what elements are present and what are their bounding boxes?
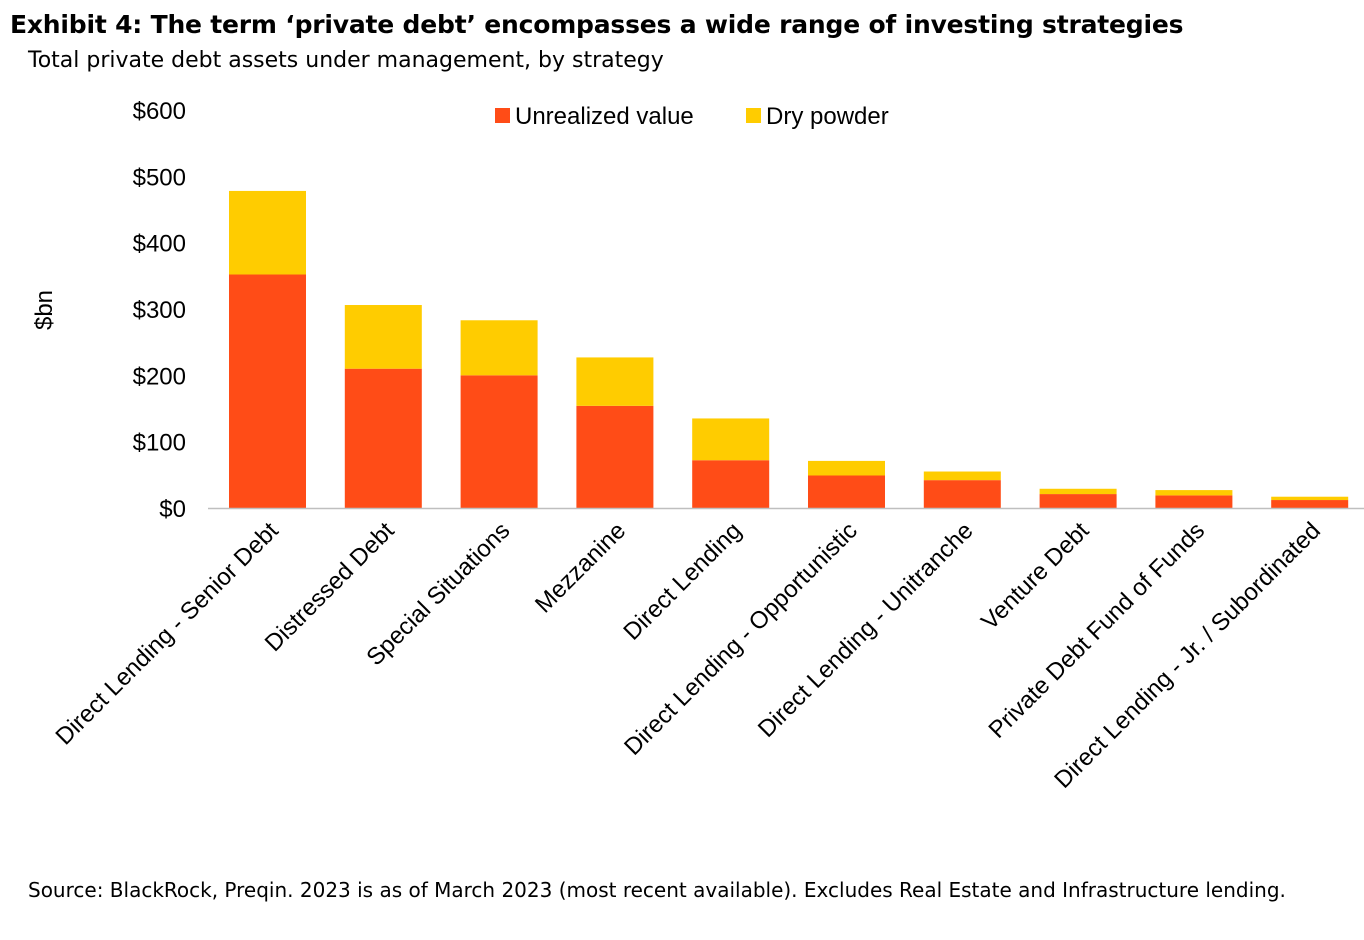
stacked-bar-chart: $0 $100 $200 $300 $400 $500 $600 $bn Direct Le… [31,98,1364,794]
bar-dry-powder [460,320,538,376]
bar-dry-powder [1039,488,1117,495]
legend: Unrealized value Dry powder [495,103,889,130]
bar-unrealized [1039,494,1117,508]
y-tick-label: $200 [133,363,186,390]
chart-subtitle: Total private debt assets under manageme… [28,48,664,73]
bar-dry-powder [1271,496,1349,501]
bar-dry-powder [229,190,306,275]
bar-dry-powder [923,471,1001,481]
x-tick-label: Private Debt Fund of Funds [984,517,1211,744]
y-axis-label: $bn [31,290,58,330]
bar-dry-powder [692,418,770,461]
x-tick-label: Direct Lending - Opportunistic [619,517,863,761]
y-tick-label: $600 [133,98,186,125]
bar-dry-powder [344,305,422,369]
x-tick-label: Direct Lending [618,517,747,646]
y-tick-label: $0 [159,496,186,523]
bar-unrealized [808,475,885,508]
bar-dry-powder [576,357,654,406]
y-tick-label: $300 [133,297,186,324]
bar-unrealized [1155,495,1233,508]
x-tick-label: Mezzanine [530,517,631,618]
y-tick-label: $100 [133,430,186,457]
y-tick-label: $400 [133,231,186,258]
bar-unrealized [923,480,1001,508]
legend-label-dry-powder: Dry powder [766,103,889,130]
bar-unrealized [344,368,422,508]
bar-dry-powder [1155,490,1233,496]
bars [229,190,1349,508]
chart-title: Exhibit 4: The term ‘private debt’ encom… [10,10,1184,39]
bar-unrealized [692,460,770,508]
bar-unrealized [229,274,306,508]
legend-swatch-unrealized [495,108,510,123]
x-tick-label: Direct Lending - Senior Debt [51,517,284,750]
bar-dry-powder [808,460,885,476]
bar-unrealized [1271,500,1349,508]
legend-swatch-dry-powder [746,108,761,123]
x-tick-label: Venture Debt [976,517,1094,635]
y-tick-label: $500 [133,164,186,191]
source-note: Source: BlackRock, Preqin. 2023 is as of… [28,878,1286,902]
bar-unrealized [460,375,538,508]
y-axis-ticks: $0 $100 $200 $300 $400 $500 $600 [133,98,186,523]
x-tick-label: Direct Lending - Unitranche [753,517,979,743]
legend-label-unrealized: Unrealized value [515,103,694,130]
bar-unrealized [576,405,654,508]
